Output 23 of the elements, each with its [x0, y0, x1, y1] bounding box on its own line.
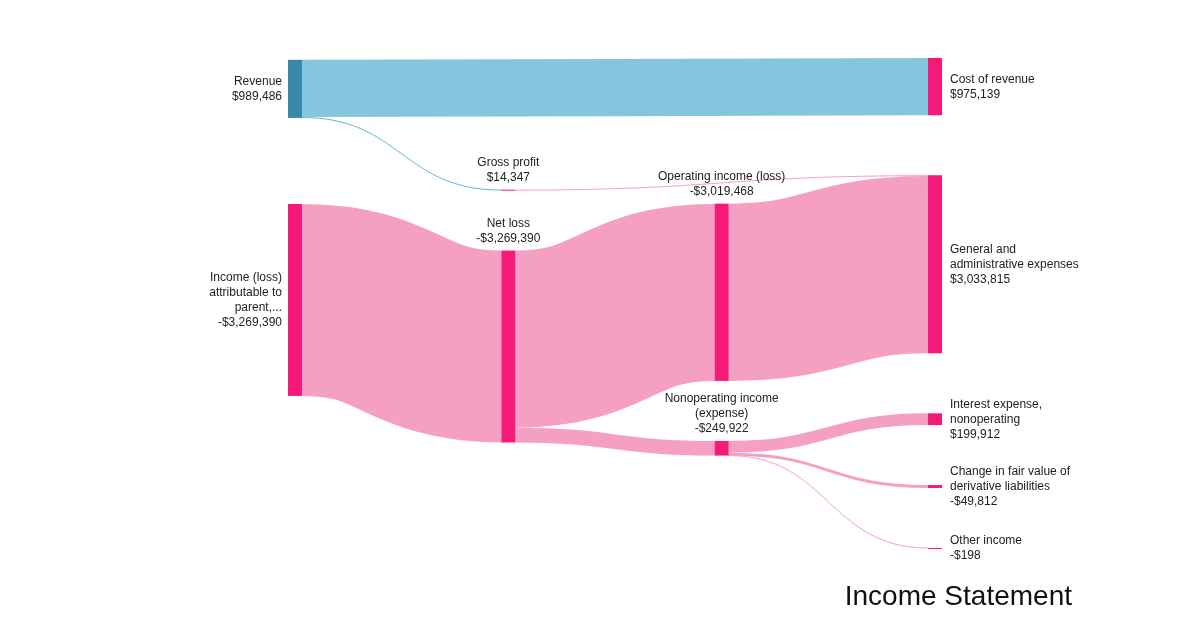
category-label: General and administrative expenses — [950, 241, 1079, 271]
category-label: Operating income (loss) — [657, 168, 786, 183]
category-label: Gross profit — [477, 154, 541, 169]
data-label: -$49,812 — [950, 494, 998, 509]
category-label: Change in fair value of derivative liabilities — [950, 464, 1071, 494]
category-label: Nonoperating income (expense) — [664, 390, 780, 420]
category-label: Cost of revenue — [950, 71, 1036, 86]
data-label: $199,912 — [950, 426, 1001, 441]
data-label: $975,139 — [950, 86, 1001, 101]
text: Income Statement — [844, 580, 1072, 612]
data-label: -$3,269,390 — [476, 230, 541, 245]
category-label: Income (loss) attributable to parent,... — [209, 269, 283, 314]
category-label: Other income — [950, 532, 1023, 547]
data-label: $3,033,815 — [950, 271, 1011, 286]
data-label: -$249,922 — [694, 420, 750, 435]
data-label: -$3,019,468 — [689, 183, 755, 198]
data-label: $14,347 — [486, 169, 531, 184]
data-label: -$198 — [950, 547, 982, 562]
category-label: Net loss — [486, 215, 531, 230]
category-label: Interest expense, nonoperating — [950, 396, 1043, 426]
category-label: Revenue — [233, 73, 283, 88]
data-label: -$3,269,390 — [217, 314, 283, 329]
data-label: $989,486 — [231, 88, 283, 103]
